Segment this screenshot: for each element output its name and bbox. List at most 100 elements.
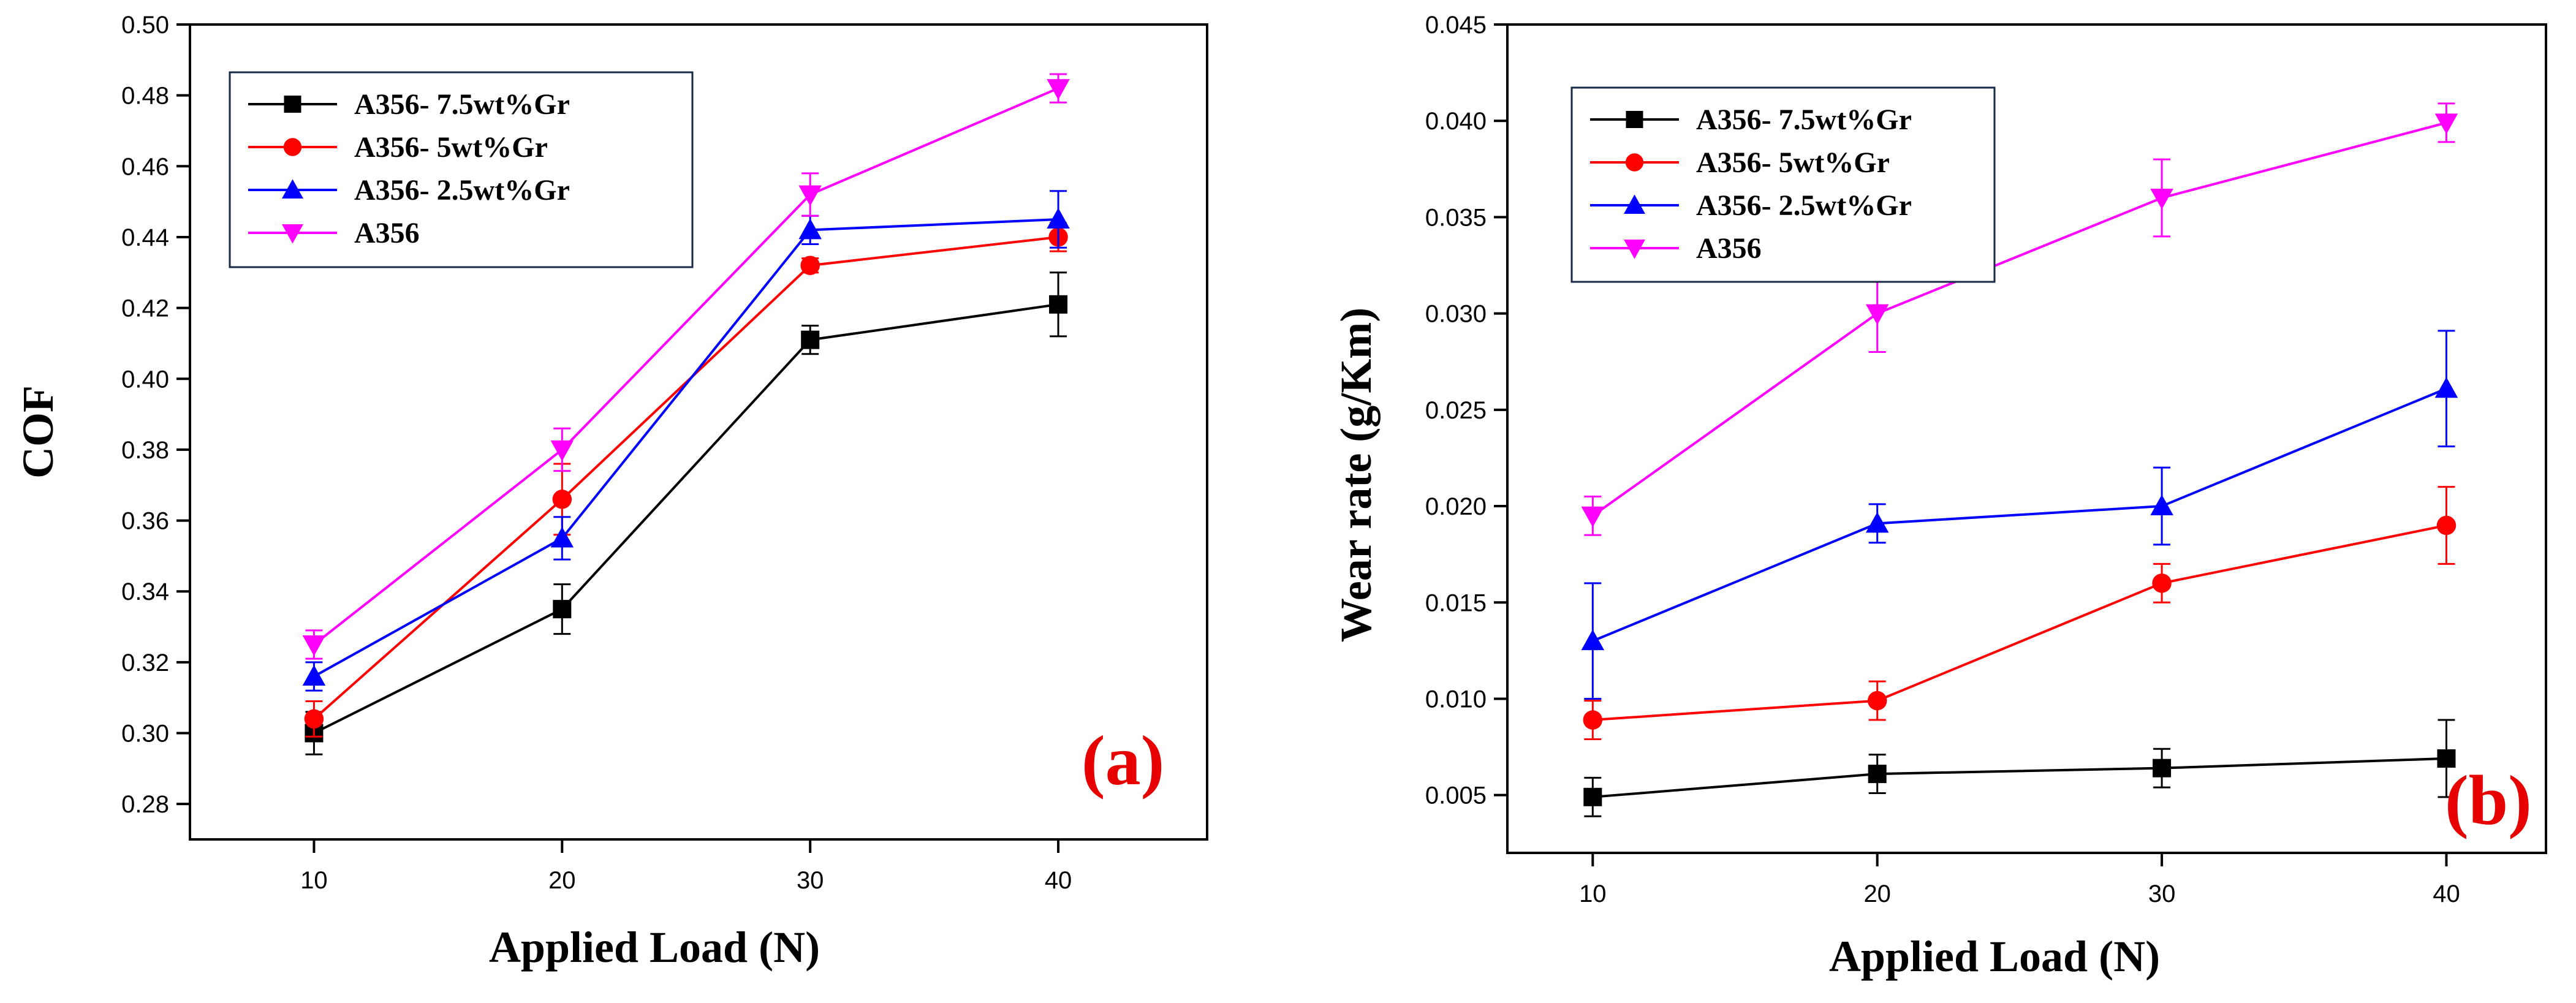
series-0 [1583, 719, 2456, 817]
legend-swatch-marker [282, 179, 303, 199]
plot-frame [189, 23, 1208, 841]
y-tick-label: 0.42 [121, 295, 169, 322]
y-axis-title: COF [13, 385, 63, 479]
y-tick-label: 0.28 [121, 791, 169, 818]
legend-box [229, 71, 694, 268]
legend-label: A356- 7.5wt%Gr [354, 88, 570, 121]
series-3 [302, 73, 1070, 660]
x-tick-label: 30 [797, 867, 824, 894]
series-line [1592, 121, 2447, 517]
data-point [302, 665, 326, 686]
x-tick-label: 40 [1045, 867, 1072, 894]
series-line [1593, 757, 2447, 798]
y-tick-label: 0.32 [121, 649, 169, 676]
data-point [798, 218, 822, 240]
data-point [552, 490, 572, 509]
y-tick-label: 0.045 [1425, 12, 1487, 39]
legend-label: A356- 2.5wt%Gr [354, 174, 570, 206]
series-line [313, 87, 1059, 646]
y-tick-label: 0.50 [121, 12, 169, 39]
legend-swatch-marker [1626, 111, 1643, 128]
y-tick-label: 0.035 [1425, 204, 1487, 231]
x-tick-label: 30 [2148, 880, 2176, 907]
x-tick-label: 20 [1863, 880, 1891, 907]
legend-swatch-marker [1624, 194, 1645, 214]
x-axis-title: Applied Load (N) [489, 923, 820, 972]
data-point [1049, 295, 1068, 314]
y-tick-label: 0.48 [121, 83, 169, 110]
legend-swatch-marker [283, 138, 302, 156]
y-tick-label: 0.36 [121, 508, 169, 535]
chart-panel-a: 0.28 0.30 0.32 0.34 0.36 0.38 0.40 0.42 0.44 0.46… [13, 12, 1208, 972]
data-point [801, 330, 820, 349]
y-tick-label: 0.30 [121, 721, 169, 748]
data-point [1865, 512, 1889, 533]
data-point [1581, 629, 1605, 651]
y-tick-label: 0.38 [121, 437, 169, 464]
y-tick-label: 0.040 [1425, 108, 1487, 135]
y-tick-label: 0.015 [1425, 589, 1487, 616]
data-point [553, 600, 572, 619]
plot-frame [1506, 23, 2547, 854]
panel-label: (b) [2445, 762, 2532, 840]
data-point [2436, 515, 2457, 536]
series-line [313, 235, 1059, 720]
data-point [1583, 787, 1602, 806]
data-point [798, 185, 822, 206]
legend-label: A356- 7.5wt%Gr [1696, 104, 1912, 136]
data-point [2150, 494, 2173, 516]
series-0 [305, 271, 1068, 755]
y-tick-label: 0.46 [121, 153, 169, 180]
y-tick-label: 0.030 [1425, 301, 1487, 328]
x-axis-title: Applied Load (N) [1829, 932, 2160, 981]
legend-label: A356- 5wt%Gr [1696, 146, 1890, 179]
y-tick-label: 0.005 [1425, 782, 1487, 809]
x-tick-label: 10 [1579, 880, 1607, 907]
series-3 [1581, 102, 2458, 536]
data-point [2434, 113, 2458, 135]
data-point [1047, 79, 1070, 100]
data-point [1868, 765, 1887, 784]
data-point [304, 709, 324, 729]
data-point [800, 255, 820, 275]
data-point [550, 440, 574, 461]
data-point [2437, 749, 2456, 768]
series-1 [304, 222, 1068, 738]
y-tick-label: 0.40 [121, 366, 169, 393]
series-2 [302, 190, 1070, 692]
data-point [1867, 691, 1887, 711]
y-axis-title: Wear rate (g/Km) [1332, 308, 1381, 642]
y-tick-label: 0.020 [1425, 493, 1487, 520]
legend-swatch-marker [1624, 240, 1645, 259]
legend: A356- 7.5wt%Gr A356- 5wt%Gr A356- 2.5wt%Gr… [1570, 86, 1996, 283]
legend-swatch-marker [284, 96, 301, 113]
x-tick-label: 40 [2433, 880, 2460, 907]
data-point [1583, 710, 1603, 730]
data-point [302, 635, 326, 656]
legend-label: A356 [354, 217, 420, 249]
series-line [313, 303, 1059, 735]
data-point [2150, 188, 2173, 210]
legend-label: A356- 2.5wt%Gr [1696, 189, 1912, 222]
x-tick-label: 20 [548, 867, 576, 894]
x-tick-label: 10 [300, 867, 328, 894]
legend-swatch-marker [1625, 153, 1644, 172]
data-point [550, 526, 574, 548]
data-point [1865, 304, 1889, 325]
chart-panel-b: 0.005 0.010 0.015 0.020 0.025 0.030 0.035 0.040… [1332, 12, 2547, 981]
series-line [1593, 524, 2447, 722]
data-point [2434, 377, 2458, 398]
series-line [313, 218, 1059, 678]
series-1 [1583, 486, 2457, 740]
data-point [2152, 573, 2172, 593]
series-line [1592, 387, 2447, 642]
y-tick-label: 0.34 [121, 578, 169, 605]
data-point [1047, 208, 1070, 229]
y-tick-label: 0.010 [1425, 686, 1487, 713]
data-point [2153, 759, 2172, 778]
legend-label: A356- 5wt%Gr [354, 131, 548, 164]
series-2 [1581, 330, 2458, 700]
legend-swatch-marker [282, 224, 303, 244]
y-tick-label: 0.44 [121, 224, 169, 251]
